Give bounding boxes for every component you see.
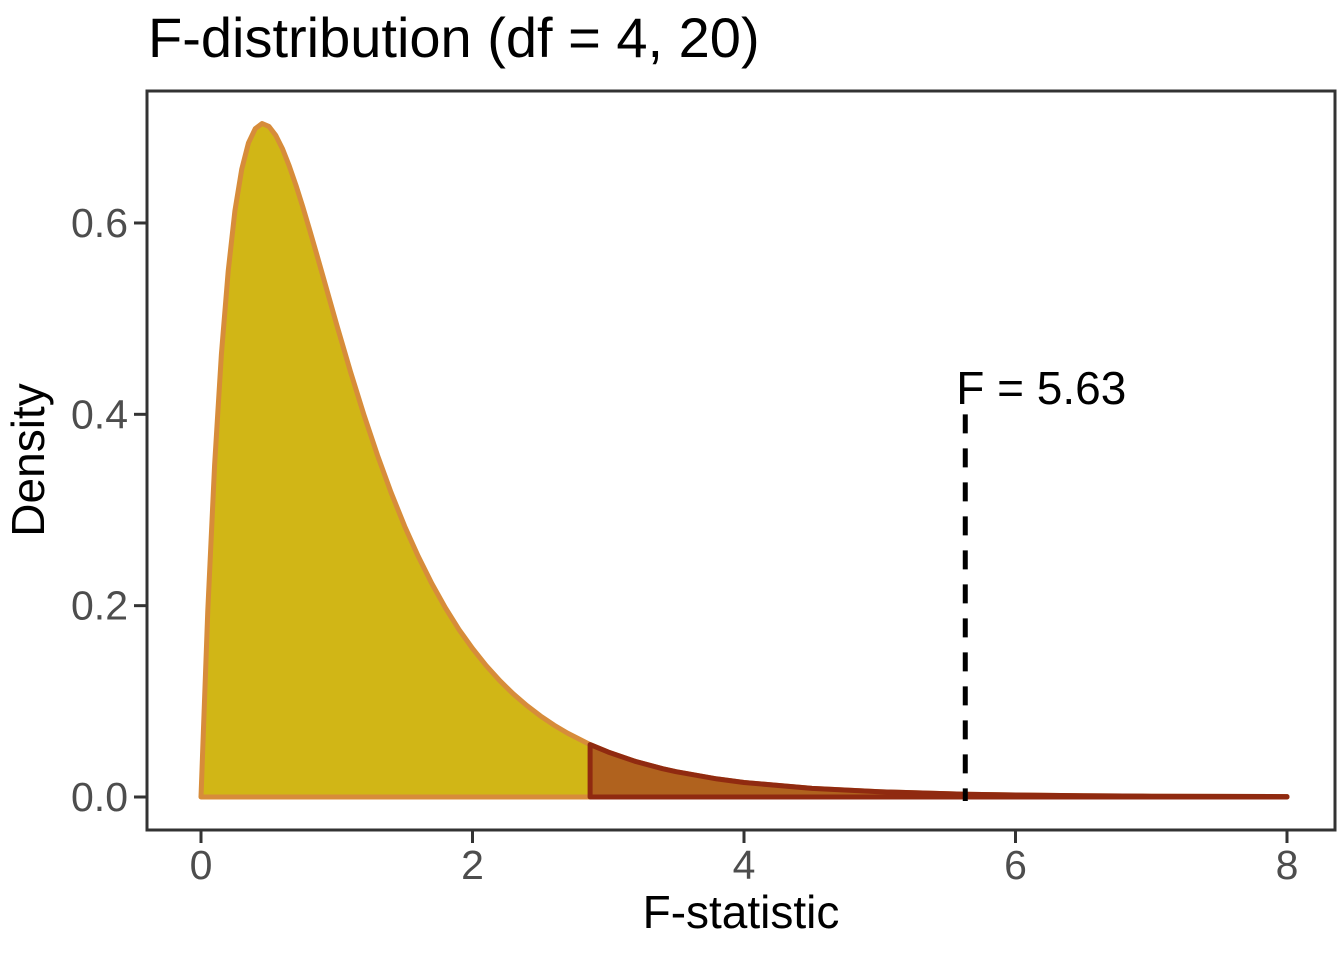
y-tick-label: 0.6: [71, 200, 128, 246]
rejection-tail-area: [587, 742, 1290, 800]
y-tick-label: 0.4: [71, 391, 128, 437]
f-value-annotation: F = 5.63: [956, 362, 1126, 414]
chart-title: F-distribution (df = 4, 20): [148, 6, 760, 69]
density-areas: [198, 121, 1290, 800]
y-tick-label: 0.2: [71, 583, 128, 629]
x-tick-label: 4: [733, 842, 756, 888]
x-axis-title: F-statistic: [643, 886, 840, 938]
x-tick-label: 8: [1276, 842, 1299, 888]
x-tick-label: 2: [461, 842, 484, 888]
x-tick-label: 6: [1004, 842, 1027, 888]
y-axis-title: Density: [2, 383, 54, 536]
x-tick-label: 0: [190, 842, 213, 888]
x-axis: 0 2 4 6 8: [190, 830, 1299, 888]
y-tick-label: 0.0: [71, 774, 128, 820]
y-axis: 0.0 0.2 0.4 0.6: [71, 200, 147, 820]
